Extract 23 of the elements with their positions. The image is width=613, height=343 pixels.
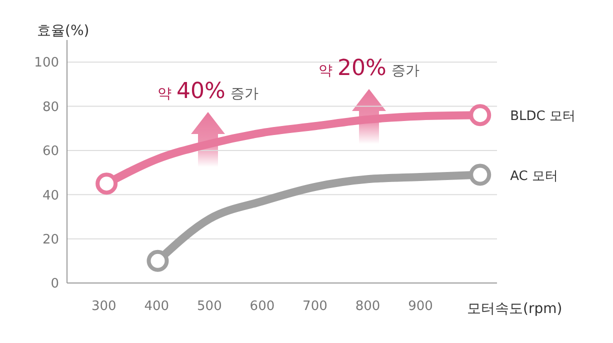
y-tick-label: 80: [42, 100, 59, 115]
x-tick-label: 800: [355, 299, 380, 314]
series-label: AC 모터: [510, 168, 558, 184]
x-tick-label: 700: [302, 299, 328, 314]
annotation: 약 20% 증가: [318, 56, 420, 81]
y-axis-title: 효율(%): [37, 23, 90, 39]
x-tick-label: 500: [197, 299, 222, 314]
series-label: BLDC 모터: [510, 109, 576, 124]
point: [146, 250, 169, 272]
y-tick-label: 20: [42, 232, 59, 248]
y-tick-label: 40: [42, 188, 59, 204]
point: [469, 164, 492, 186]
point: [96, 172, 118, 195]
y-tick-label: 60: [42, 144, 59, 160]
x-tick-label: 600: [250, 299, 275, 314]
annotation: 약 40% 증가: [158, 79, 258, 104]
x-axis-title: 모터속도(rpm): [467, 301, 562, 317]
point: [469, 104, 492, 126]
x-tick-label: 400: [144, 299, 170, 314]
x-tick-label: 900: [408, 299, 433, 314]
y-tick-label: 100: [34, 56, 59, 71]
x-tick-label: 300: [92, 299, 116, 314]
y-tick-label: 0: [50, 276, 59, 292]
